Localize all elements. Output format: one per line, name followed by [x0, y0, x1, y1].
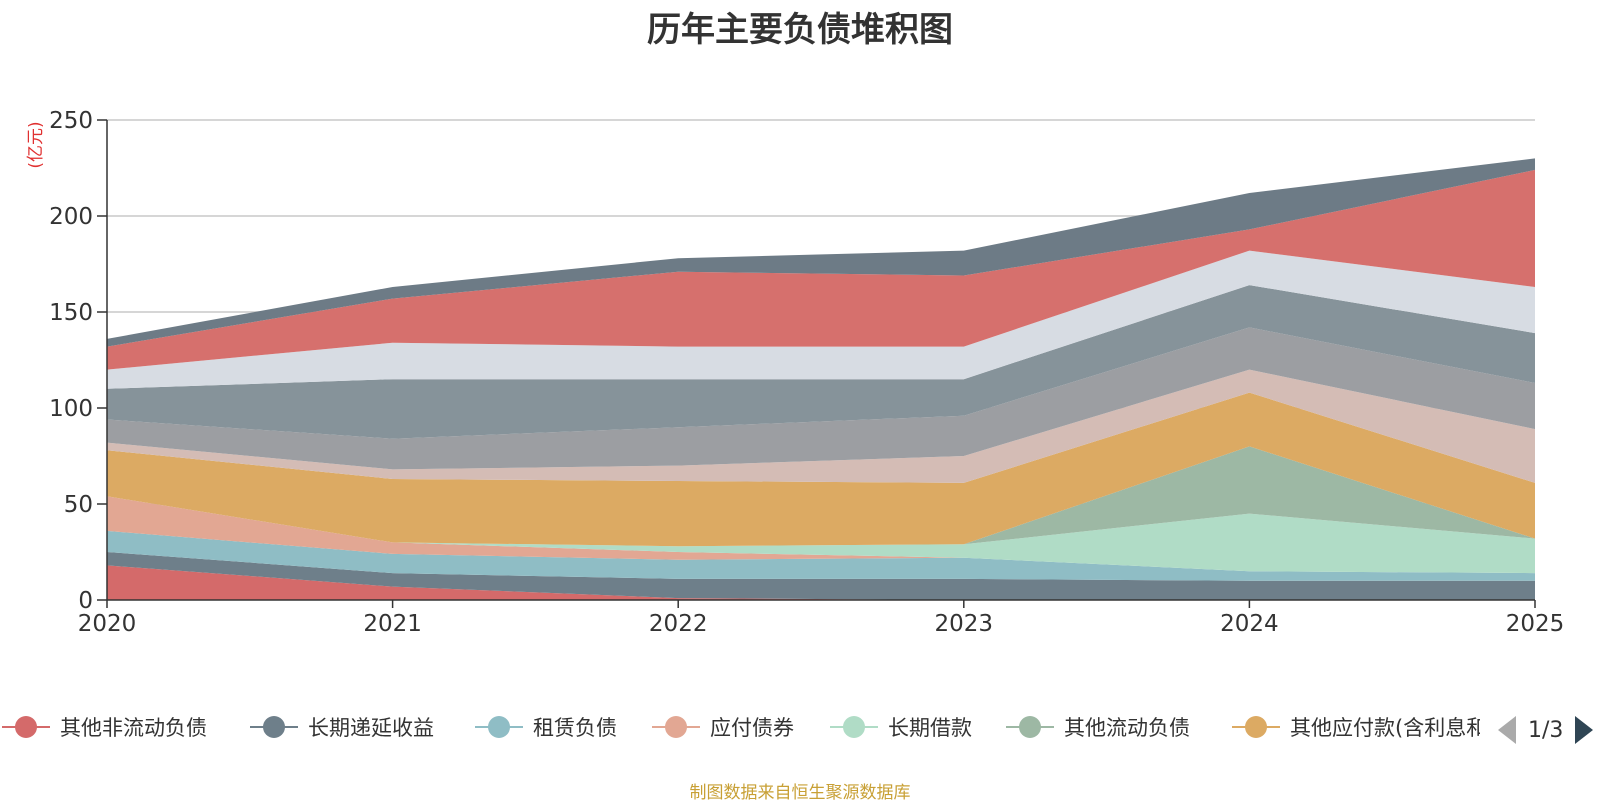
area-series-租赁负债[interactable]	[107, 530, 1535, 581]
x-tick-label: 2021	[363, 611, 422, 637]
area-series-series-9[interactable]	[107, 327, 1535, 470]
y-tick-label: 150	[49, 300, 93, 326]
legend-label: 长期递延收益	[308, 716, 434, 740]
area-series-长期借款[interactable]	[107, 496, 1535, 574]
area-series-长期递延收益[interactable]	[107, 552, 1535, 600]
legend-item[interactable]: 长期借款	[830, 710, 972, 744]
x-tick-label: 2023	[935, 611, 994, 637]
y-tick-label: 200	[49, 204, 93, 230]
area-series-series-12[interactable]	[107, 169, 1535, 370]
legend-label: 其他应付款(含利息和股利)	[1290, 716, 1480, 740]
legend-label: 其他流动负债	[1064, 716, 1190, 740]
legend-label: 租赁负债	[533, 716, 617, 740]
legend-prev-arrow-icon[interactable]	[1498, 716, 1516, 744]
area-series-其他非流动负债[interactable]	[107, 565, 1535, 600]
legend-page-indicator: 1/3	[1528, 717, 1564, 743]
legend-item[interactable]: 其他非流动负债	[2, 710, 207, 744]
x-tick-label: 2020	[78, 611, 137, 637]
y-tick-label: 100	[49, 396, 93, 422]
axes: 0 50 100 150 200 250 2020 2021 2022 2023 2024 2025	[49, 108, 1564, 637]
source-note: 制图数据来自恒生聚源数据库	[689, 783, 911, 803]
legend-marker-icon	[652, 710, 700, 744]
area-series-series-10[interactable]	[107, 285, 1535, 439]
legend-next-arrow-icon[interactable]	[1575, 716, 1594, 744]
legend-marker-icon	[1232, 710, 1280, 744]
legend-label: 应付债券	[710, 716, 794, 740]
legend-item[interactable]: 其他应付款(含利息和股利)	[1232, 710, 1480, 744]
legend-label: 长期借款	[888, 716, 972, 740]
legend-marker-icon	[250, 710, 298, 744]
x-tick-label: 2022	[649, 611, 708, 637]
legend-label: 其他非流动负债	[60, 716, 207, 740]
legend-pager: 1/3	[1498, 715, 1594, 745]
y-tick-label: 0	[78, 588, 93, 614]
area-series-应付债券[interactable]	[107, 496, 1535, 574]
legend: 其他非流动负债 长期递延收益 租赁负债 应付债券 长期借款 其他流动负债 其他应付款(含利息…	[0, 710, 1480, 744]
legend-marker-icon	[830, 710, 878, 744]
legend-marker-icon	[1006, 710, 1054, 744]
area-series-其他流动负债[interactable]	[107, 446, 1535, 547]
area-series	[107, 158, 1535, 600]
legend-marker-icon	[2, 710, 50, 744]
legend-item[interactable]: 应付债券	[652, 710, 794, 744]
area-series-series-13[interactable]	[107, 158, 1535, 347]
area-series-series-11[interactable]	[107, 250, 1535, 389]
y-axis-title: (亿元)	[26, 121, 46, 168]
legend-item[interactable]: 其他流动负债	[1006, 710, 1190, 744]
y-tick-label: 50	[64, 492, 93, 518]
x-tick-label: 2025	[1506, 611, 1565, 637]
legend-item[interactable]: 长期递延收益	[250, 710, 434, 744]
legend-marker-icon	[475, 710, 523, 744]
legend-item[interactable]: 租赁负债	[475, 710, 617, 744]
x-tick-label: 2024	[1220, 611, 1279, 637]
area-series-series-8[interactable]	[107, 369, 1535, 483]
area-series-其他应付款(含利息和股利)[interactable]	[107, 392, 1535, 547]
chart-title: 历年主要负债堆积图	[647, 10, 953, 50]
y-tick-label: 250	[49, 108, 93, 134]
